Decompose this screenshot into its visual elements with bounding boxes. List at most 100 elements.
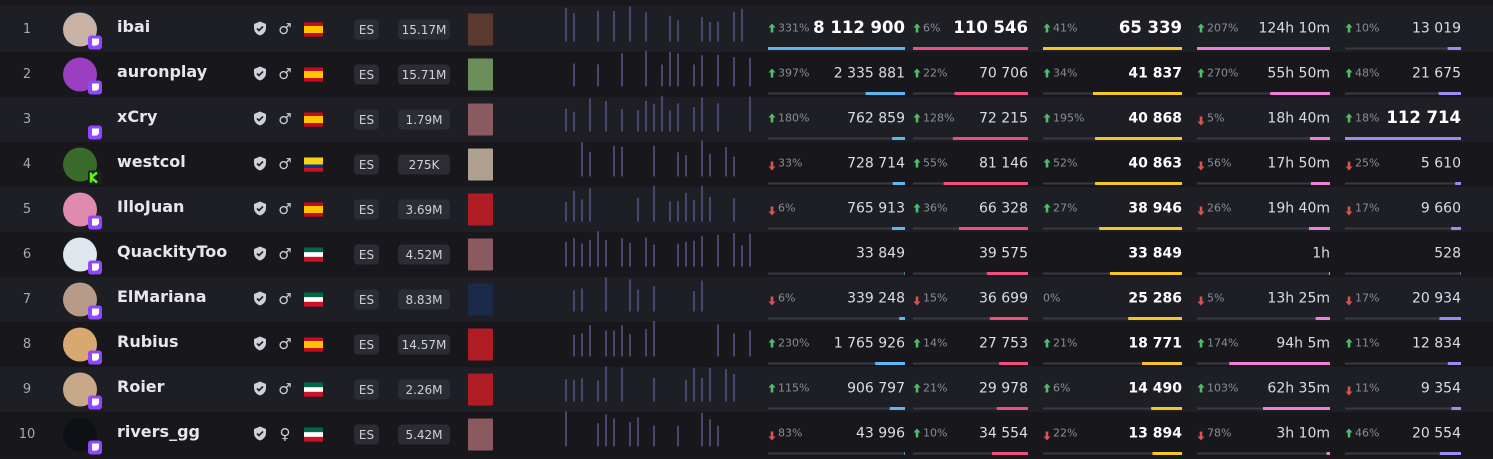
change-arrow [1197, 161, 1205, 171]
metric-bar [954, 92, 1028, 95]
language: ES [359, 113, 374, 127]
kick-icon [89, 171, 98, 184]
flag-stripe [304, 29, 323, 34]
activity-bar [693, 240, 695, 267]
language: ES [359, 248, 374, 262]
change-percent: 21% [1053, 337, 1077, 350]
metric-value: 94h 5m [1276, 336, 1330, 352]
gender: ♂ [278, 290, 291, 308]
flag-stripe [304, 206, 323, 210]
game-thumbnail [468, 238, 493, 271]
activity-bar [717, 425, 719, 447]
activity-bar [701, 17, 703, 42]
activity-bar [717, 21, 719, 42]
activity-bar [605, 330, 607, 357]
followers: 4.52M [405, 248, 442, 262]
change-percent: 180% [778, 112, 809, 125]
change-percent: 0% [1043, 292, 1060, 305]
activity-bar [621, 53, 623, 87]
language: ES [359, 383, 374, 397]
flag-stripe [304, 116, 323, 120]
change-percent: 21% [923, 382, 947, 395]
activity-bar [597, 380, 599, 402]
twitch-icon [92, 263, 99, 272]
row-background [0, 187, 1493, 232]
rank: 10 [19, 427, 36, 442]
metric-track [1043, 407, 1182, 410]
streamer-name: IlloJuan [117, 197, 184, 216]
activity-bar [573, 111, 575, 132]
metric-bar [1128, 317, 1182, 320]
change-arrow [768, 161, 776, 171]
change-percent: 46% [1355, 427, 1379, 440]
change-arrow [1345, 23, 1353, 33]
change-arrow [913, 383, 921, 393]
change-arrow [913, 428, 921, 438]
metric-track [1197, 452, 1330, 455]
flag-stripe [304, 209, 323, 214]
change-arrow [1043, 23, 1051, 33]
gender: ♂ [278, 380, 291, 398]
change-arrow [1345, 296, 1353, 306]
activity-bar [701, 97, 703, 132]
metric-track [913, 362, 1028, 365]
game-thumbnail [468, 58, 493, 91]
activity-bar [645, 328, 647, 357]
activity-bar [661, 64, 663, 87]
rank: 1 [23, 22, 31, 37]
rank: 3 [23, 112, 31, 127]
row-background [0, 97, 1493, 142]
activity-bar [717, 103, 719, 132]
row-background [0, 142, 1493, 187]
verified-check [256, 25, 264, 32]
activity-bar [597, 10, 599, 42]
change-arrow [768, 23, 776, 33]
metric-value: 43 996 [856, 426, 905, 442]
activity-bar [677, 103, 679, 132]
change-arrow [768, 113, 776, 123]
metric-track [1345, 92, 1461, 95]
followers: 5.42M [405, 428, 442, 442]
activity-bar [597, 423, 599, 447]
activity-bar [597, 231, 599, 267]
flag-stripe [304, 382, 323, 388]
change-arrow [1043, 383, 1051, 393]
activity-bar [573, 237, 575, 267]
activity-bar [589, 188, 591, 222]
activity-bar [565, 411, 567, 447]
metric-bar [1099, 227, 1182, 230]
followers: 8.83M [405, 293, 442, 307]
activity-bar [693, 107, 695, 132]
activity-bar [693, 64, 695, 87]
row-background [0, 277, 1493, 322]
metric-track [1345, 407, 1461, 410]
flag-stripe [304, 168, 323, 172]
metric-value: 528 [1434, 246, 1461, 262]
flag-stripe [304, 387, 323, 393]
activity-bar [653, 425, 655, 447]
flag-stripe [304, 74, 323, 79]
metric-bar [1308, 227, 1330, 230]
change-percent: 10% [923, 427, 947, 440]
flag-stripe [304, 161, 323, 165]
change-percent: 115% [778, 382, 809, 395]
activity-bar [709, 419, 711, 447]
flag-stripe [304, 119, 323, 124]
metric-value: 21 675 [1412, 66, 1461, 82]
metric-value: 70 706 [979, 66, 1028, 82]
activity-bar [645, 101, 647, 132]
language-pill [354, 334, 379, 355]
activity-bar [605, 414, 607, 447]
rank: 9 [23, 382, 31, 397]
change-percent: 331% [778, 22, 809, 35]
flag-stripe [304, 112, 323, 117]
activity-bar [677, 243, 679, 267]
language-pill [354, 289, 379, 310]
change-percent: 10% [1355, 22, 1379, 35]
change-percent: 6% [923, 22, 940, 35]
activity-bar [733, 198, 735, 222]
change-percent: 22% [923, 67, 947, 80]
metric-track [1345, 272, 1461, 275]
twitch-icon [92, 308, 99, 317]
